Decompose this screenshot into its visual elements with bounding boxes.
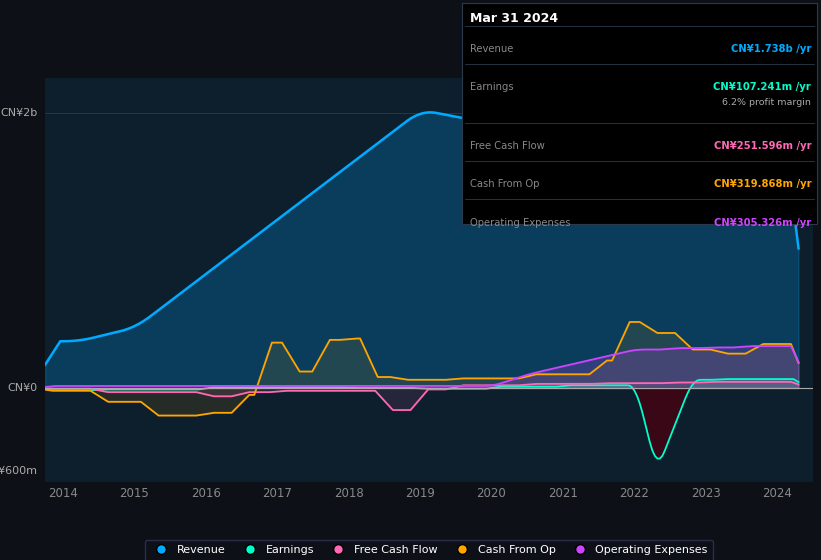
- Text: Free Cash Flow: Free Cash Flow: [470, 141, 545, 151]
- Text: CN¥319.868m /yr: CN¥319.868m /yr: [713, 179, 811, 189]
- Text: Revenue: Revenue: [470, 44, 514, 54]
- Text: CN¥251.596m /yr: CN¥251.596m /yr: [713, 141, 811, 151]
- Text: CN¥2b: CN¥2b: [0, 108, 38, 118]
- Text: 6.2% profit margin: 6.2% profit margin: [722, 98, 811, 107]
- Text: Cash From Op: Cash From Op: [470, 179, 540, 189]
- Text: Mar 31 2024: Mar 31 2024: [470, 12, 558, 25]
- Text: CN¥107.241m /yr: CN¥107.241m /yr: [713, 82, 811, 92]
- Legend: Revenue, Earnings, Free Cash Flow, Cash From Op, Operating Expenses: Revenue, Earnings, Free Cash Flow, Cash …: [144, 540, 713, 560]
- Text: -CN¥600m: -CN¥600m: [0, 465, 38, 475]
- Text: CN¥0: CN¥0: [7, 383, 38, 393]
- Text: Operating Expenses: Operating Expenses: [470, 217, 571, 227]
- Text: CN¥305.326m /yr: CN¥305.326m /yr: [714, 217, 811, 227]
- Text: Earnings: Earnings: [470, 82, 514, 92]
- Text: CN¥1.738b /yr: CN¥1.738b /yr: [731, 44, 811, 54]
